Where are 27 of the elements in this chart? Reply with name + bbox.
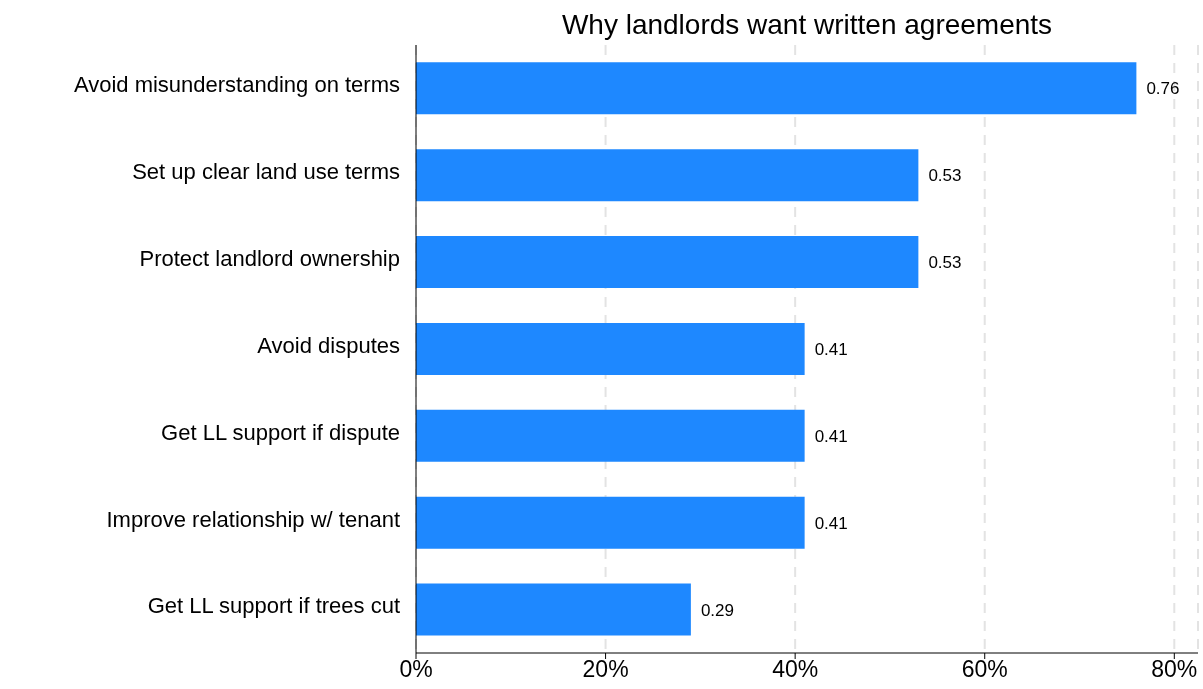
bar bbox=[416, 496, 805, 549]
bar bbox=[416, 583, 691, 636]
x-tick-label: 0% bbox=[399, 656, 433, 683]
data-label: 0.53 bbox=[928, 253, 962, 273]
x-tick-label: 80% bbox=[1151, 656, 1198, 683]
data-label: 0.76 bbox=[1146, 79, 1180, 99]
x-tick-label: 40% bbox=[772, 656, 819, 683]
bar bbox=[416, 149, 919, 202]
data-label: 0.41 bbox=[814, 339, 848, 359]
y-tick-label: Avoid misunderstanding on terms bbox=[73, 72, 400, 98]
y-tick-label: Set up clear land use terms bbox=[132, 159, 400, 185]
y-tick-label: Avoid disputes bbox=[257, 332, 400, 358]
data-label: 0.29 bbox=[700, 600, 734, 620]
data-label: 0.41 bbox=[814, 426, 848, 446]
bar bbox=[416, 236, 919, 289]
x-tick-label: 60% bbox=[961, 656, 1008, 683]
data-label: 0.41 bbox=[814, 513, 848, 533]
y-tick-label: Get LL support if trees cut bbox=[147, 593, 400, 619]
y-tick-label: Improve relationship w/ tenant bbox=[106, 506, 400, 532]
chart-title: Why landlords want written agreements bbox=[560, 8, 1054, 42]
data-label: 0.53 bbox=[928, 166, 962, 186]
bar bbox=[416, 409, 805, 462]
y-tick-label: Protect landlord ownership bbox=[139, 245, 400, 271]
y-tick-label: Get LL support if dispute bbox=[161, 419, 400, 445]
bar bbox=[416, 322, 805, 375]
x-tick-label: 20% bbox=[582, 656, 629, 683]
bar bbox=[416, 62, 1137, 115]
